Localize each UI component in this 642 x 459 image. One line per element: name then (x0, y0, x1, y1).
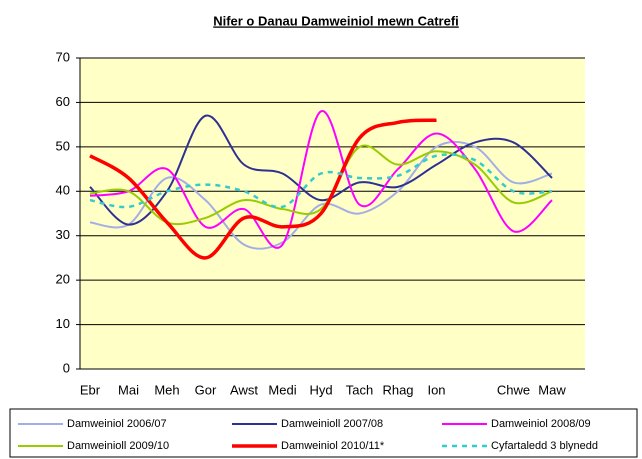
chart-title: Nifer o Danau Damweiniol mewn Catrefi (213, 13, 459, 28)
y-tick-label: 40 (56, 183, 70, 198)
series-line (89, 110, 553, 249)
legend-label: Damweinioll 2007/08 (281, 418, 383, 430)
y-tick-label: 30 (56, 227, 70, 242)
series-line (89, 118, 437, 260)
x-tick-label: Awst (230, 382, 258, 397)
legend-box (9, 408, 638, 458)
x-tick-label: Tach (346, 382, 373, 397)
legend-label: Damweiniol 2006/07 (67, 418, 167, 430)
x-tick-label: Rhag (382, 382, 413, 397)
x-tick-label: Maw (538, 382, 566, 397)
y-tick-label: 50 (56, 138, 70, 153)
y-tick-label: 70 (56, 49, 70, 64)
plot-area (80, 58, 585, 369)
x-tick-label: Ion (427, 382, 445, 397)
legend: Damweiniol 2006/07 Damweinioll 2007/08 Dam… (18, 418, 598, 452)
y-tick-label: 0 (63, 360, 70, 375)
x-tick-label: Chwe (497, 382, 530, 397)
x-tick-label: Gor (195, 382, 217, 397)
x-tick-label: Mai (118, 382, 139, 397)
y-tick-label: 20 (56, 272, 70, 287)
legend-label: Damweiniol 2010/11* (281, 440, 385, 452)
x-tick-label: Medi (268, 382, 296, 397)
series-line (89, 153, 553, 209)
series-line (89, 140, 553, 250)
x-tick-label: Hyd (309, 382, 332, 397)
y-tick-label: 60 (56, 94, 70, 109)
y-tick-label: 10 (56, 316, 70, 331)
legend-label: Cyfartaledd 3 blynedd (491, 440, 598, 452)
legend-label: Damweiniol 2008/09 (491, 418, 591, 430)
legend-label: Damweinioll 2009/10 (67, 440, 169, 452)
x-tick-label: Ebr (80, 382, 101, 397)
x-tick-label: Meh (154, 382, 179, 397)
